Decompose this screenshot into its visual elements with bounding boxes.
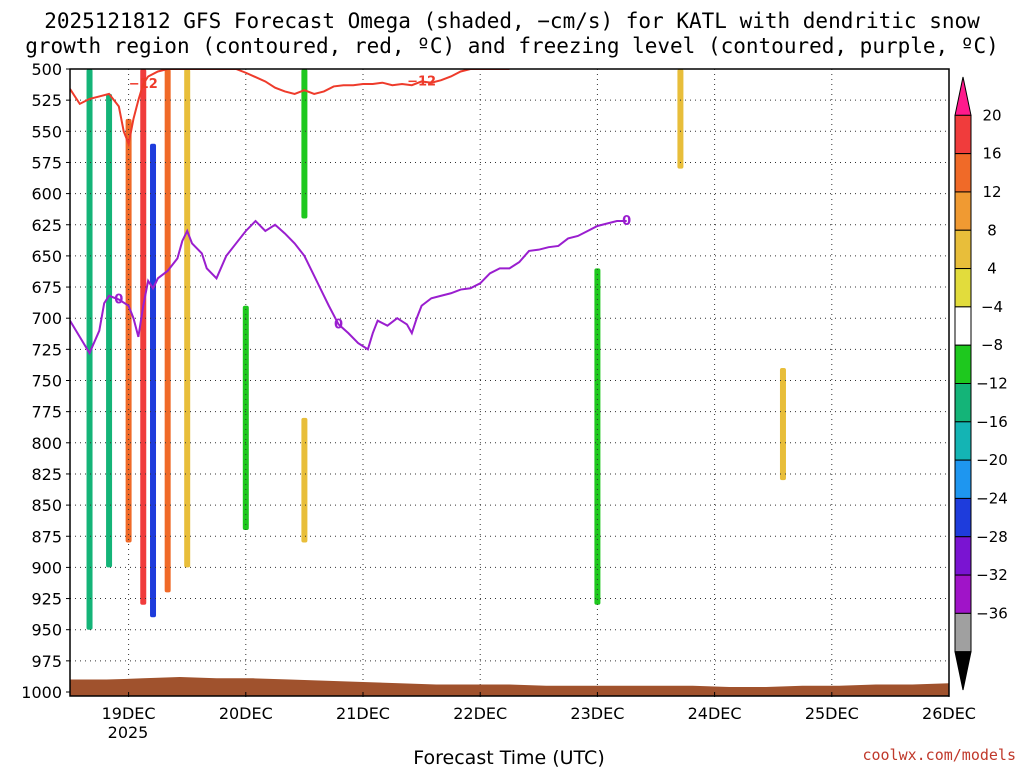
colorbar-bin xyxy=(954,344,972,384)
colorbar-label: −28 xyxy=(976,528,1008,546)
y-tick-label: 675 xyxy=(31,278,62,297)
x-axis: 19DEC 20DEC 21DEC 22DEC 23DEC 24DEC 25DEC 26DEC xyxy=(102,692,976,723)
colorbar-bin xyxy=(954,574,972,614)
colorbar-bin xyxy=(954,229,972,270)
omega-cell xyxy=(301,417,308,543)
x-tick-label: 25DEC xyxy=(805,704,859,723)
x-tick-label: 23DEC xyxy=(570,704,624,723)
y-tick-label: 500 xyxy=(31,60,62,79)
dgz-contour-label: −12 xyxy=(129,77,158,92)
colorbar-bin xyxy=(954,612,972,653)
y-tick-label: 925 xyxy=(31,590,62,609)
y-tick-label: 825 xyxy=(31,465,62,484)
x-tick-label: 24DEC xyxy=(688,704,742,723)
colorbar-label: −32 xyxy=(976,566,1008,584)
colorbar-bin xyxy=(954,268,972,308)
y-tick-label: 525 xyxy=(31,91,62,110)
freezing-contour-label: 0 xyxy=(622,214,631,229)
colorbar-label: −16 xyxy=(976,413,1008,431)
dgz-minus12-contour xyxy=(70,69,510,148)
omega-cell xyxy=(86,69,93,630)
colorbar-label: 12 xyxy=(982,183,1001,201)
chart-title-line1: 2025121812 GFS Forecast Omega (shaded, −… xyxy=(44,9,980,33)
y-tick-label: 750 xyxy=(31,372,62,391)
colorbar-label: 8 xyxy=(987,221,997,239)
y-tick-label: 650 xyxy=(31,247,62,266)
x-tick-label: 19DEC xyxy=(102,704,156,723)
y-tick-label: 600 xyxy=(31,185,62,204)
colorbar-bin xyxy=(954,383,972,423)
colorbar-bin xyxy=(954,191,972,231)
colorbar-label: −4 xyxy=(981,298,1003,316)
colorbar-bin xyxy=(954,153,972,193)
y-tick-label: 550 xyxy=(31,122,62,141)
y-tick-label: 900 xyxy=(31,558,62,577)
omega-cell xyxy=(301,69,308,219)
colorbar-bin xyxy=(954,76,972,116)
plot-area: −12 −12 0 0 0 xyxy=(69,68,950,697)
y-tick-label: 700 xyxy=(31,309,62,328)
y-tick-label: 1000 xyxy=(21,683,62,702)
omega-cell xyxy=(106,93,113,568)
omega-cell xyxy=(594,268,601,605)
y-tick-label: 950 xyxy=(31,621,62,640)
colorbar-label: −20 xyxy=(976,451,1008,469)
omega-cell xyxy=(779,368,786,481)
omega-cell xyxy=(150,143,157,618)
colorbar-label: −12 xyxy=(976,375,1008,393)
colorbar-label: −24 xyxy=(976,489,1008,507)
y-tick-label: 875 xyxy=(31,527,62,546)
freezing-contour-label: 0 xyxy=(114,293,123,308)
omega-cell xyxy=(164,69,171,593)
x-axis-title: Forecast Time (UTC) xyxy=(413,747,604,768)
colorbar-bin xyxy=(954,497,972,538)
x-axis-year-label: 2025 xyxy=(108,723,149,742)
credit-label: coolwx.com/models xyxy=(862,746,1016,764)
y-tick-label: 775 xyxy=(31,403,62,422)
omega-cell xyxy=(125,118,132,543)
x-tick-label: 26DEC xyxy=(922,704,976,723)
colorbar-bin xyxy=(954,459,972,499)
colorbar-label: 20 xyxy=(982,106,1001,124)
freezing-level-contour xyxy=(70,219,627,356)
y-tick-label: 800 xyxy=(31,434,62,453)
colorbar-bin xyxy=(954,421,972,461)
y-tick-label: 850 xyxy=(31,496,62,515)
x-tick-label: 22DEC xyxy=(453,704,507,723)
omega-cell xyxy=(242,305,249,531)
colorbar-bin xyxy=(954,536,972,576)
dgz-contour-label: −12 xyxy=(407,74,436,89)
colorbar-bin xyxy=(954,651,972,691)
colorbar-label: 16 xyxy=(982,145,1001,163)
colorbar: 20 16 12 8 4 −4 −8 −12 −16 −20 −24 −28 −32 −36 xyxy=(954,76,1008,691)
y-axis: 500 525 550 575 600 625 650 675 700 725 750 775 800 8… xyxy=(21,60,70,702)
surface-terrain xyxy=(70,677,949,696)
colorbar-label: 4 xyxy=(987,260,997,278)
y-tick-label: 625 xyxy=(31,216,62,235)
plot-frame xyxy=(69,68,950,697)
freezing-contour-label: 0 xyxy=(334,317,343,332)
y-tick-label: 975 xyxy=(31,652,62,671)
colorbar-label: −36 xyxy=(976,604,1008,622)
omega-cell xyxy=(677,69,684,169)
x-tick-label: 20DEC xyxy=(219,704,273,723)
y-tick-label: 575 xyxy=(31,153,62,172)
omega-cell xyxy=(140,69,147,605)
colorbar-bin xyxy=(954,114,972,155)
chart-title-line2: growth region (contoured, red, ºC) and f… xyxy=(25,34,999,58)
y-tick-label: 725 xyxy=(31,340,62,359)
colorbar-bin xyxy=(954,306,972,346)
colorbar-label: −8 xyxy=(981,336,1003,354)
x-tick-label: 21DEC xyxy=(336,704,390,723)
